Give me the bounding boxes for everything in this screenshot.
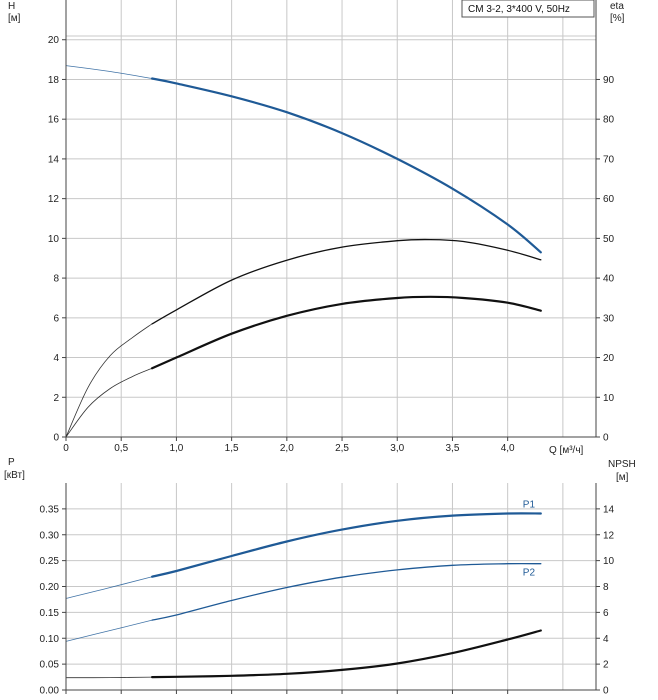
eta-axis-title: eta (610, 1, 624, 12)
y-right-tick-label: 14 (603, 504, 615, 515)
x-tick-label: 0,5 (114, 443, 128, 454)
flow-axis-title: Q [м³/ч] (549, 445, 584, 456)
y-right-tick-label: 12 (603, 530, 615, 541)
npsh-axis-unit: [м] (616, 472, 629, 483)
p1-curve-extrapolated (65, 576, 153, 599)
y-right-tick-label: 4 (603, 634, 609, 645)
npsh-axis-title: NPSH (608, 459, 636, 470)
y-right-tick-label: 0 (603, 686, 609, 697)
y-left-tick-label: 8 (53, 274, 59, 285)
power-axis-unit: [кВт] (4, 470, 25, 481)
y-left-tick-label: 6 (53, 313, 59, 324)
eta2-curve-extrapolated (65, 367, 153, 438)
y-right-tick-label: 2 (603, 660, 609, 671)
eta-axis-unit: [%] (610, 13, 625, 24)
x-tick-label: 4,0 (501, 443, 515, 454)
y-left-tick-label: 0.10 (40, 634, 60, 645)
y-right-tick-label: 50 (603, 234, 615, 245)
p1-curve (151, 512, 542, 578)
p2-curve-extrapolated (65, 619, 153, 642)
y-left-tick-label: 0.20 (40, 582, 60, 593)
x-tick-label: 2,5 (335, 443, 349, 454)
y-left-tick-label: 0.25 (40, 556, 60, 567)
model-label: CM 3-2, 3*400 V, 50Hz (468, 4, 570, 15)
y-left-tick-label: 18 (48, 75, 60, 86)
y-left-tick-label: 0.05 (40, 660, 60, 671)
y-right-tick-label: 90 (603, 75, 615, 86)
y-right-tick-label: 0 (603, 433, 609, 444)
x-tick-label: 2,0 (280, 443, 294, 454)
y-right-tick-label: 8 (603, 582, 609, 593)
p2-curve-label: P2 (523, 568, 536, 579)
grid-layer (65, 0, 596, 691)
eta-curve-extrapolated (65, 323, 153, 438)
y-left-tick-label: 14 (48, 154, 60, 165)
y-left-tick-label: 0.00 (40, 686, 60, 697)
y-right-tick-label: 10 (603, 393, 615, 404)
y-left-tick-label: 0.30 (40, 530, 60, 541)
x-tick-label: 1,0 (169, 443, 183, 454)
y-left-tick-label: 16 (48, 115, 60, 126)
y-right-tick-label: 20 (603, 353, 615, 364)
head-axis-unit: [м] (8, 13, 21, 24)
h-curve (151, 77, 542, 254)
y-left-tick-label: 0 (53, 433, 59, 444)
y-right-tick-label: 80 (603, 115, 615, 126)
power-axis-title: P (8, 457, 15, 468)
y-left-tick-label: 0.15 (40, 608, 60, 619)
y-left-tick-label: 4 (53, 353, 59, 364)
h-curve-extrapolated (65, 65, 153, 79)
labels-layer: H [м] eta [%] Q [м³/ч] P [кВт] NPSH [м] … (4, 1, 636, 697)
eta-curve (151, 238, 542, 325)
y-right-tick-label: 40 (603, 274, 615, 285)
npsh-curve (151, 629, 542, 679)
y-left-tick-label: 0.35 (40, 504, 60, 515)
y-right-tick-label: 70 (603, 154, 615, 165)
y-right-tick-label: 60 (603, 194, 615, 205)
head-axis-title: H (8, 1, 15, 12)
y-left-tick-label: 10 (48, 234, 60, 245)
y-right-tick-label: 30 (603, 313, 615, 324)
y-right-tick-label: 6 (603, 608, 609, 619)
p2-curve (151, 562, 542, 621)
p1-curve-label: P1 (523, 500, 536, 511)
y-left-tick-label: 12 (48, 194, 60, 205)
y-right-tick-label: 10 (603, 556, 615, 567)
x-tick-label: 3,0 (390, 443, 404, 454)
x-tick-label: 1,5 (225, 443, 239, 454)
npsh-curve-extrapolated (65, 676, 153, 679)
model-label-box: CM 3-2, 3*400 V, 50Hz (461, 0, 595, 18)
y-left-tick-label: 2 (53, 393, 59, 404)
eta2-curve (151, 295, 542, 370)
frame-layer (62, 0, 600, 694)
x-tick-label: 0 (63, 443, 69, 454)
y-left-tick-label: 20 (48, 35, 60, 46)
x-tick-label: 3,5 (446, 443, 460, 454)
curves-layer (65, 65, 542, 679)
